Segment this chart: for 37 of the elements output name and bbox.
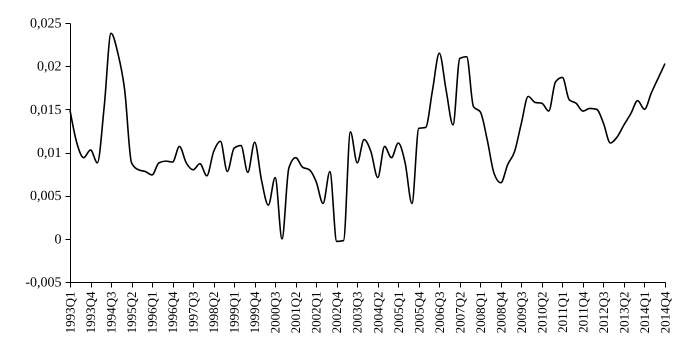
x-tick-label: 2005Q4: [411, 291, 426, 334]
x-tick-label: 1999Q1: [226, 292, 242, 334]
x-tick-label: 2002Q4: [329, 291, 344, 334]
y-tick-label: 0,02: [37, 60, 62, 75]
x-tick-label: 1994Q3: [104, 292, 119, 334]
x-tick-label: 1998Q2: [206, 292, 222, 334]
x-tick-label: 2010Q2: [534, 292, 550, 334]
x-tick-label: 1993Q4: [83, 291, 98, 334]
x-tick-label: 2011Q4: [575, 291, 590, 333]
x-tick-label: 2008Q1: [472, 292, 488, 334]
y-tick-label: 0,01: [37, 146, 62, 161]
x-tick-label: 2014Q1: [636, 292, 652, 334]
x-tick-label: 2007Q2: [452, 292, 468, 334]
x-tick-label: 1996Q4: [165, 291, 180, 334]
x-tick-label: 1995Q2: [124, 292, 140, 334]
y-tick-label: 0,025: [30, 16, 62, 32]
x-tick-label: 1996Q1: [144, 292, 160, 334]
y-tick-label: -0,005: [25, 276, 62, 290]
x-tick-label: 2006Q3: [432, 292, 447, 334]
x-tick-label: 1997Q3: [186, 292, 201, 334]
y-tick-label: 0,015: [30, 102, 62, 118]
x-tick-label: 2001Q2: [288, 292, 304, 334]
x-tick-label: 2008Q4: [493, 291, 508, 334]
x-tick-label: 1999Q4: [247, 291, 262, 334]
x-tick-label: 2014Q4: [658, 291, 672, 334]
y-tick-label: 0,005: [30, 189, 62, 204]
x-tick-label: 2009Q3: [514, 292, 529, 334]
y-tick-label: 0: [54, 232, 62, 248]
x-tick-label: 2013Q2: [616, 292, 632, 334]
x-tick-label: 1993Q1: [62, 292, 78, 334]
x-tick-label: 2005Q1: [390, 292, 406, 334]
x-tick-label: 2011Q1: [554, 292, 570, 333]
x-tick-label: 2012Q3: [596, 292, 611, 334]
x-tick-label: 2004Q2: [370, 292, 386, 334]
x-tick-label: 2002Q1: [308, 292, 324, 334]
x-tick-label: 2000Q3: [268, 292, 283, 334]
x-tick-label: 2003Q3: [350, 292, 365, 334]
